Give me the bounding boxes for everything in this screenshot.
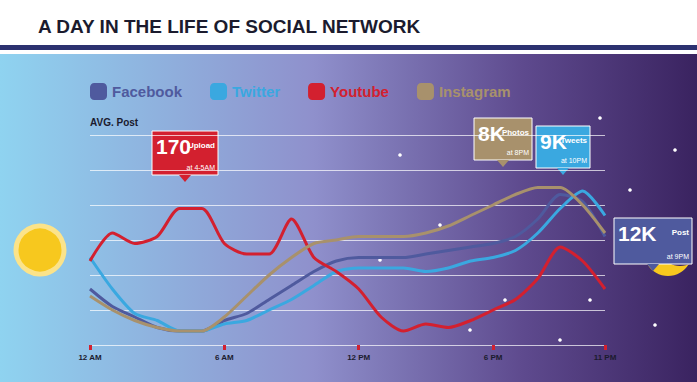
svg-text:12 AM: 12 AM — [78, 353, 102, 362]
svg-text:Instagram: Instagram — [439, 83, 511, 100]
svg-text:A DAY IN THE LIFE OF SOCIAL NE: A DAY IN THE LIFE OF SOCIAL NETWORK — [38, 16, 420, 37]
svg-text:170: 170 — [156, 135, 191, 158]
svg-text:AVG. Post: AVG. Post — [90, 117, 139, 128]
svg-text:at 9PM: at 9PM — [667, 253, 689, 260]
svg-text:Facebook: Facebook — [112, 83, 183, 100]
svg-text:Tweets: Tweets — [560, 136, 587, 145]
svg-text:Post: Post — [672, 228, 690, 237]
svg-text:at 8PM: at 8PM — [507, 149, 529, 156]
svg-text:Youtube: Youtube — [330, 83, 389, 100]
svg-text:Photos: Photos — [501, 127, 529, 137]
svg-text:Twitter: Twitter — [232, 83, 280, 100]
svg-text:at 10PM: at 10PM — [561, 157, 587, 164]
svg-text:6 PM: 6 PM — [484, 353, 503, 362]
svg-text:12 PM: 12 PM — [347, 353, 370, 362]
svg-text:Upload: Upload — [188, 141, 215, 150]
svg-text:8K: 8K — [478, 122, 505, 145]
svg-text:6 AM: 6 AM — [215, 353, 234, 362]
svg-text:at 4-5AM: at 4-5AM — [187, 164, 216, 171]
svg-text:11 PM: 11 PM — [594, 353, 617, 362]
svg-text:9K: 9K — [540, 130, 567, 153]
svg-text:12K: 12K — [618, 222, 657, 245]
